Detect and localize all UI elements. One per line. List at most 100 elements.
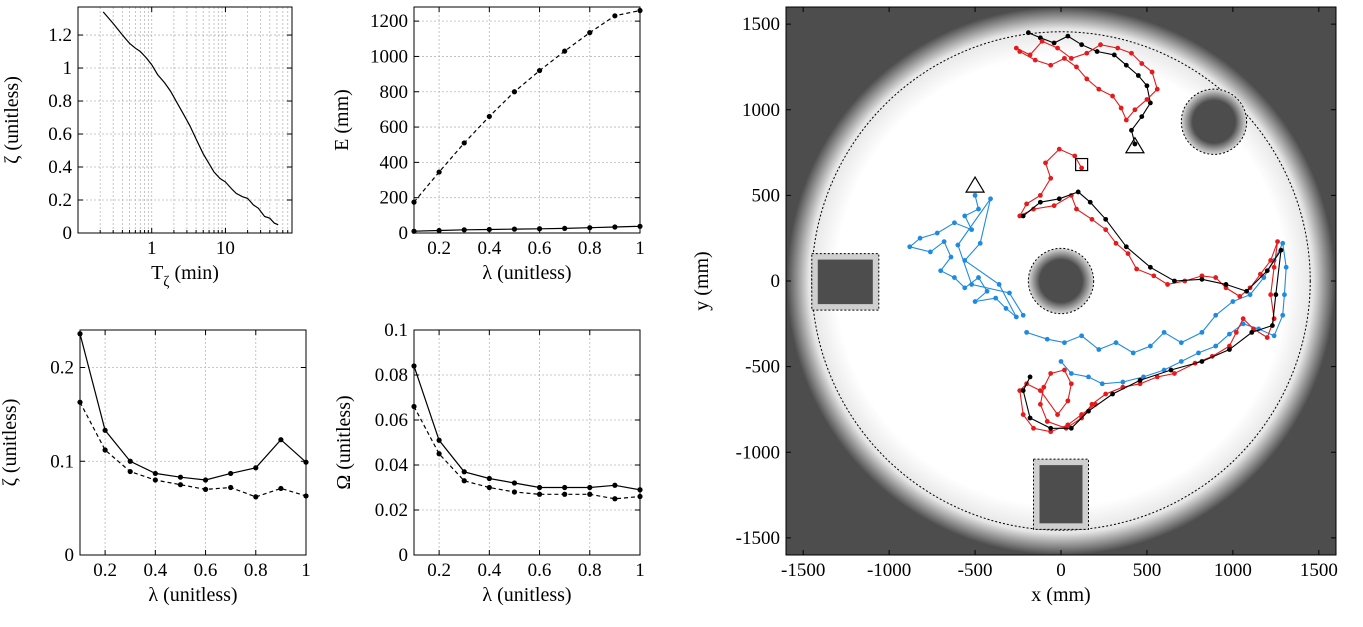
series-0-point xyxy=(587,484,593,491)
series-0-point xyxy=(562,484,568,491)
trajectory-point-red xyxy=(1074,64,1079,70)
trajectory-point-blue xyxy=(962,213,968,219)
x-tick-label: 0.4 xyxy=(143,560,167,581)
series-0-point xyxy=(253,465,259,471)
series-0-point xyxy=(436,437,442,443)
series-0-point xyxy=(612,482,618,488)
trajectory-point-black xyxy=(1103,216,1109,222)
trajectory-point-red xyxy=(1089,401,1095,407)
series-1-point xyxy=(177,482,184,488)
series-0-line xyxy=(79,333,307,481)
series-1-point xyxy=(486,484,492,491)
y-tick-label: 0.06 xyxy=(375,410,408,431)
panel-c-zeta-vs-lambda: 0.2 0.4 0.6 0.8 1 0 0.1 0.2 λ (unitless) ζ (unitl… xyxy=(0,329,311,606)
obstacle-rect-core xyxy=(1039,465,1083,524)
plot-frame xyxy=(79,329,307,556)
trajectory-point-blue xyxy=(1096,347,1102,352)
trajectory-point-blue xyxy=(988,196,993,202)
y-tick-label: 0.1 xyxy=(384,320,408,341)
trajectory-point-red xyxy=(1149,69,1155,75)
trajectory-point-red xyxy=(1113,240,1119,246)
plot-frame xyxy=(77,6,293,234)
trajectory-point-blue xyxy=(927,249,933,255)
trajectory-point-red xyxy=(1154,374,1160,380)
trajectory-point-black xyxy=(1244,288,1250,294)
trajectory-point-red xyxy=(1048,175,1054,181)
x-tick-label: 1 xyxy=(147,238,157,259)
series-0-point xyxy=(461,140,467,146)
trajectory-point-red xyxy=(1103,227,1109,233)
trajectory-point-black xyxy=(1137,377,1143,383)
y-tick-label: 0.04 xyxy=(375,455,409,476)
series-0-point xyxy=(278,437,284,443)
trajectory-point-blue xyxy=(1141,374,1146,380)
series-1-point xyxy=(436,451,442,457)
trajectory-red-3 xyxy=(1016,40,1158,122)
plot-frame xyxy=(413,329,641,556)
grid xyxy=(414,7,641,234)
trajectory-point-blue xyxy=(1024,329,1030,335)
trajectory-point-blue xyxy=(969,227,975,233)
series-0-point xyxy=(102,427,108,433)
trajectory-point-blue xyxy=(1227,331,1232,337)
y-axis-label: ζ (unitless) xyxy=(0,399,21,487)
y-axis-label: E (mm) xyxy=(331,89,353,151)
x-tick-label: 1 xyxy=(635,560,645,581)
trajectory-point-black xyxy=(1168,367,1174,373)
series-1-line xyxy=(79,401,307,498)
y-tick-label: 0 xyxy=(771,271,781,292)
trajectory-point-red xyxy=(1024,201,1030,207)
trajectory-point-blue xyxy=(984,288,990,294)
x-tick-label: 0.2 xyxy=(427,238,451,259)
x-tick-label: 0.6 xyxy=(194,560,218,581)
trajectory-point-red xyxy=(1031,206,1036,212)
series-0-line xyxy=(102,11,279,226)
series-1-point xyxy=(612,496,618,502)
trajectory-point-red xyxy=(1139,61,1145,66)
trajectory-point-black xyxy=(1144,83,1150,89)
trajectory-point-red xyxy=(1013,45,1019,51)
trajectory-point-black xyxy=(1051,40,1057,46)
arena-layer xyxy=(786,7,1336,555)
series-0-point xyxy=(228,470,234,477)
y-tick-label: -1500 xyxy=(736,528,780,549)
trajectory-point-red xyxy=(1103,391,1109,397)
trajectory-point-blue xyxy=(962,258,968,263)
trajectory-point-red xyxy=(1017,388,1023,393)
series-1-point xyxy=(587,491,593,497)
trajectory-point-blue xyxy=(1099,381,1105,387)
trajectory-point-red xyxy=(1268,292,1274,298)
trajectory-point-red xyxy=(1240,316,1246,322)
trajectory-point-blue xyxy=(976,206,981,212)
trajectory-point-red xyxy=(1032,57,1038,63)
trajectory-point-blue xyxy=(1213,312,1219,318)
trajectory-point-red xyxy=(1041,384,1047,390)
x-tick-label: 500 xyxy=(1133,560,1162,581)
series-0-point xyxy=(436,169,442,175)
x-tick-label: 0.4 xyxy=(477,560,501,581)
y-ticks: -1500 -1000 -500 0 500 1000 1500 xyxy=(736,14,1336,549)
y-tick-label: 0.02 xyxy=(375,500,408,521)
trajectory-point-red xyxy=(1134,266,1140,272)
trajectory-point-black xyxy=(1172,278,1177,284)
trajectory-point-blue xyxy=(1161,367,1167,373)
y-axis-label: y (mm) xyxy=(691,251,713,310)
trajectory-point-red xyxy=(1271,264,1277,270)
y-tick-label: 0.2 xyxy=(50,358,74,379)
trajectory-point-blue xyxy=(972,192,978,198)
trajectory-point-blue xyxy=(1282,292,1287,298)
x-axis-label: x (mm) xyxy=(1031,584,1090,606)
trajectory-point-red xyxy=(1079,165,1085,171)
trajectory-point-blue xyxy=(1271,333,1277,339)
series-1-point xyxy=(152,477,158,483)
series-0-line xyxy=(413,365,641,491)
trajectory-point-blue xyxy=(941,239,947,245)
series-0-point xyxy=(511,89,518,95)
series-1-point xyxy=(127,468,133,475)
series-0-point xyxy=(612,13,618,19)
trajectory-point-red xyxy=(1031,425,1036,431)
trajectory-point-blue xyxy=(1178,359,1184,364)
trajectory-point-red xyxy=(1227,343,1232,349)
x-axis-label-unit: (min) xyxy=(170,262,219,284)
